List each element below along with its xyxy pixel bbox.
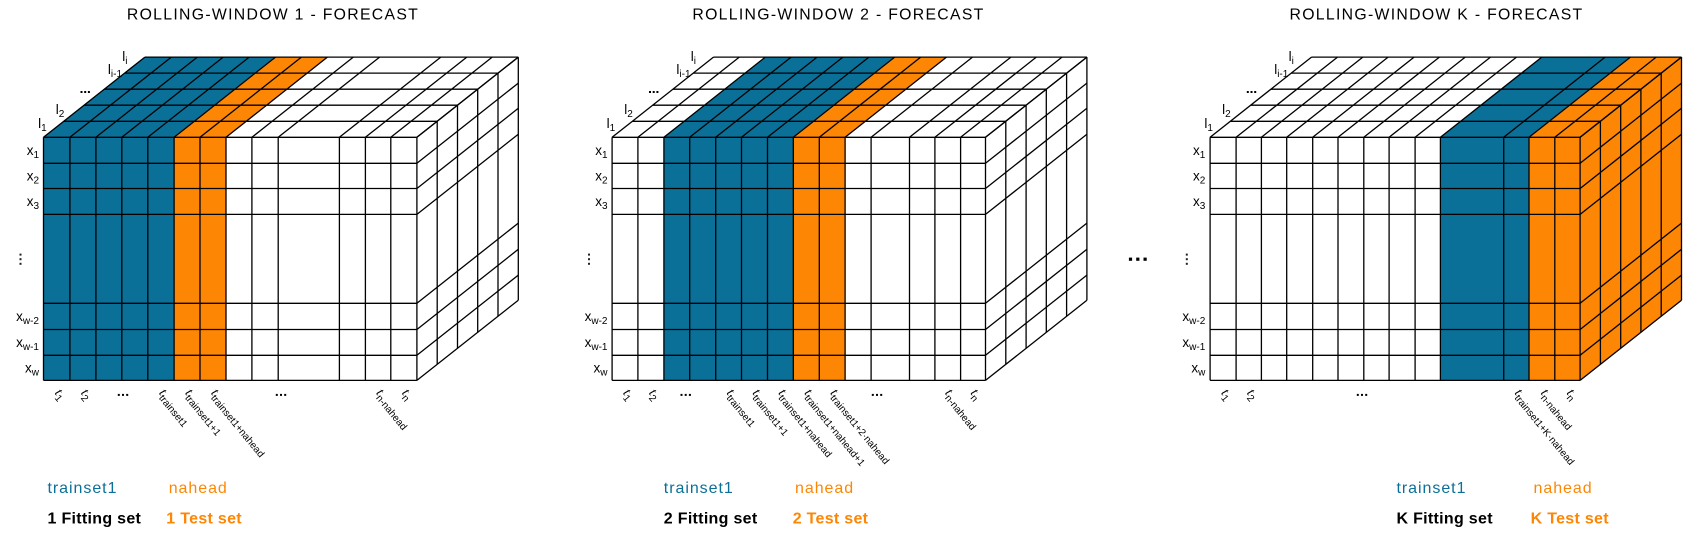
svg-text:K Test set: K Test set <box>1531 511 1610 528</box>
svg-text:ROLLING-WINDOW K - FORECAST: ROLLING-WINDOW K - FORECAST <box>1290 7 1584 24</box>
svg-text:2 Fitting set: 2 Fitting set <box>664 511 758 528</box>
svg-text:l2: l2 <box>1222 102 1231 120</box>
svg-text:l1: l1 <box>607 116 616 134</box>
svg-text:li: li <box>122 49 127 67</box>
svg-text:ROLLING-WINDOW 2 - FORECAST: ROLLING-WINDOW 2 - FORECAST <box>692 7 984 24</box>
svg-text:l1: l1 <box>38 116 47 134</box>
svg-text:trainset1: trainset1 <box>48 480 118 497</box>
svg-text:trainset1: trainset1 <box>664 480 734 497</box>
svg-text:l2: l2 <box>624 102 633 120</box>
svg-text:l1: l1 <box>1204 116 1213 134</box>
svg-text:nahead: nahead <box>169 480 228 497</box>
svg-text:li: li <box>691 49 696 67</box>
svg-text:ROLLING-WINDOW 1 - FORECAST: ROLLING-WINDOW 1 - FORECAST <box>127 7 419 24</box>
svg-text:K Fitting set: K Fitting set <box>1397 511 1494 528</box>
svg-text:trainset1: trainset1 <box>1397 480 1467 497</box>
svg-text:nahead: nahead <box>1534 480 1593 497</box>
svg-text:1 Fitting set: 1 Fitting set <box>48 511 142 528</box>
svg-text:nahead: nahead <box>795 480 854 497</box>
svg-text:2 Test set: 2 Test set <box>793 511 869 528</box>
svg-text:li: li <box>1289 49 1294 67</box>
svg-text:1 Test set: 1 Test set <box>166 511 242 528</box>
svg-text:l2: l2 <box>56 102 65 120</box>
